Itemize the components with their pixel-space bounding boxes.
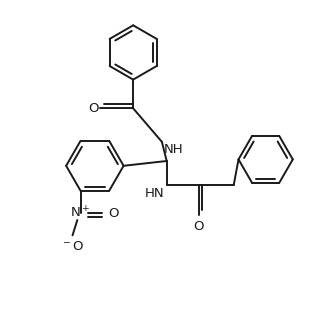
Text: $^-$O: $^-$O <box>61 240 84 253</box>
Text: N$^+$: N$^+$ <box>70 205 91 221</box>
Text: HN: HN <box>145 186 164 200</box>
Text: O: O <box>108 206 119 220</box>
Text: NH: NH <box>164 143 183 156</box>
Text: O: O <box>89 102 99 115</box>
Text: O: O <box>193 220 204 233</box>
